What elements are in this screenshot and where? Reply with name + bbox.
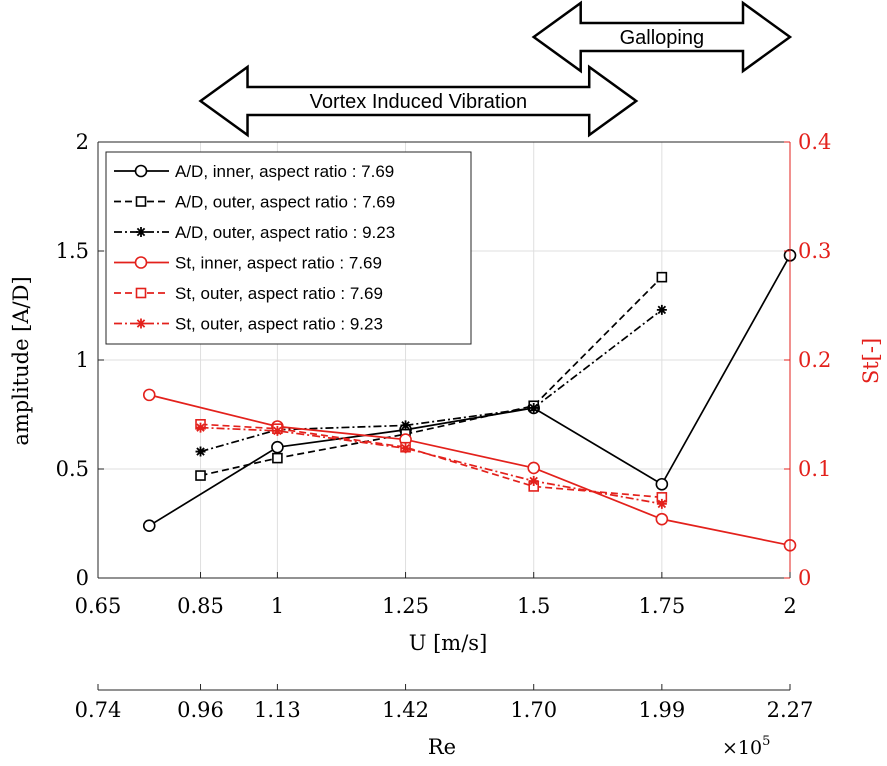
series-line-3	[149, 394, 791, 547]
legend-label-1: A/D, outer, aspect ratio : 7.69	[175, 193, 395, 212]
left-y-axis-label: amplitude [A/D]	[9, 276, 33, 445]
legend-marker-2	[136, 227, 146, 237]
series-2-point-2	[400, 420, 411, 431]
secondary-x-exponent-power: 5	[762, 734, 770, 749]
secondary-x-axis-label: Re	[428, 735, 456, 759]
right-y-tick-label-2: 0.2	[798, 348, 831, 372]
secondary-x-tick-label-5: 1.99	[638, 698, 685, 722]
legend-label-4: St, outer, aspect ratio : 7.69	[175, 284, 383, 303]
series-line-4	[200, 423, 662, 499]
series-1-point-1	[272, 452, 283, 464]
right-y-tick-label-0: 0	[798, 566, 811, 590]
regime-arrows: Vortex Induced Vibration Galloping	[198, 0, 793, 138]
series-3-point-0	[142, 388, 156, 402]
legend-marker-0	[134, 164, 148, 178]
left-y-tick-label-0: 0	[76, 566, 89, 590]
series-5-point-3	[528, 475, 539, 486]
legend-marker-3	[134, 256, 148, 269]
regime-label-1: Galloping	[620, 27, 705, 49]
secondary-x-tick-label-0: 0.74	[75, 698, 122, 722]
secondary-x-tick-label-3: 1.42	[382, 698, 429, 722]
legend-marker-1	[135, 196, 147, 207]
series-5-point-1	[272, 425, 283, 436]
legend-marker-5	[136, 318, 146, 329]
series-0-point-4	[655, 477, 669, 491]
x-axis-label: U [m/s]	[409, 631, 488, 655]
series	[142, 249, 797, 552]
x-tick-label-3: 1.25	[382, 594, 429, 618]
right-y-tick-label-1: 0.1	[798, 457, 831, 481]
legend: A/D, inner, aspect ratio : 7.69 A/D, oute…	[105, 151, 472, 345]
left-y-tick-label-3: 1.5	[56, 239, 89, 263]
series-5	[195, 422, 667, 509]
x-tick-label-6: 2	[783, 594, 796, 618]
series-1-point-4	[656, 271, 668, 283]
series-3-point-3	[527, 461, 541, 475]
series-2-point-4	[656, 304, 667, 315]
secondary-x-tick-label-6: 2.27	[767, 698, 814, 722]
secondary-x-exponent-base: ×10	[722, 737, 762, 759]
x-tick-label-4: 1.5	[517, 594, 550, 618]
series-2-point-3	[528, 402, 539, 413]
series-1-point-0	[195, 470, 206, 481]
right-y-axis-label: St[-]	[859, 338, 883, 384]
series-0-point-0	[142, 519, 156, 532]
regime-arrow-1	[531, 0, 793, 74]
legend-marker-4	[135, 287, 147, 299]
regime-label-0: Vortex Induced Vibration	[310, 91, 528, 113]
legend-label-0: A/D, inner, aspect ratio : 7.69	[175, 162, 394, 181]
series-0-point-1	[271, 440, 284, 454]
left-y-tick-label-2: 1	[76, 348, 89, 372]
right-y-tick-label-3: 0.3	[798, 239, 831, 263]
right-y-tick-label-4: 0.4	[798, 130, 831, 154]
x-tick-label-5: 1.75	[638, 594, 685, 618]
secondary-x-tick-label-2: 1.13	[254, 698, 301, 722]
secondary-x-tick-label-4: 1.70	[510, 698, 557, 722]
series-3-point-4	[655, 512, 669, 526]
x-tick-label-0: 0.65	[75, 594, 122, 618]
left-y-tick-label-4: 2	[76, 130, 89, 154]
x-tick-label-1: 0.85	[177, 594, 224, 618]
secondary-x-exponent: ×105	[722, 734, 770, 759]
ticks: 0.65 0.85 1 1.25 1.5 1.75 200.511.5200.10.20.3…	[56, 130, 832, 722]
series-line-5	[200, 426, 663, 505]
series-line-0	[148, 254, 791, 527]
series-5-point-4	[656, 498, 667, 509]
series-2-point-0	[195, 446, 206, 457]
legend-label-5: St, outer, aspect ratio : 9.23	[175, 315, 383, 334]
series-5-point-0	[195, 422, 206, 433]
left-y-tick-label-1: 0.5	[56, 457, 89, 481]
legend-label-3: St, inner, aspect ratio : 7.69	[175, 254, 382, 273]
legend-box	[105, 151, 472, 345]
secondary-x-tick-label-1: 0.96	[177, 698, 224, 722]
series-5-point-2	[400, 443, 411, 454]
legend-label-2: A/D, outer, aspect ratio : 9.23	[175, 223, 395, 242]
x-tick-label-2: 1	[271, 594, 284, 618]
regime-arrow-0	[198, 64, 639, 138]
